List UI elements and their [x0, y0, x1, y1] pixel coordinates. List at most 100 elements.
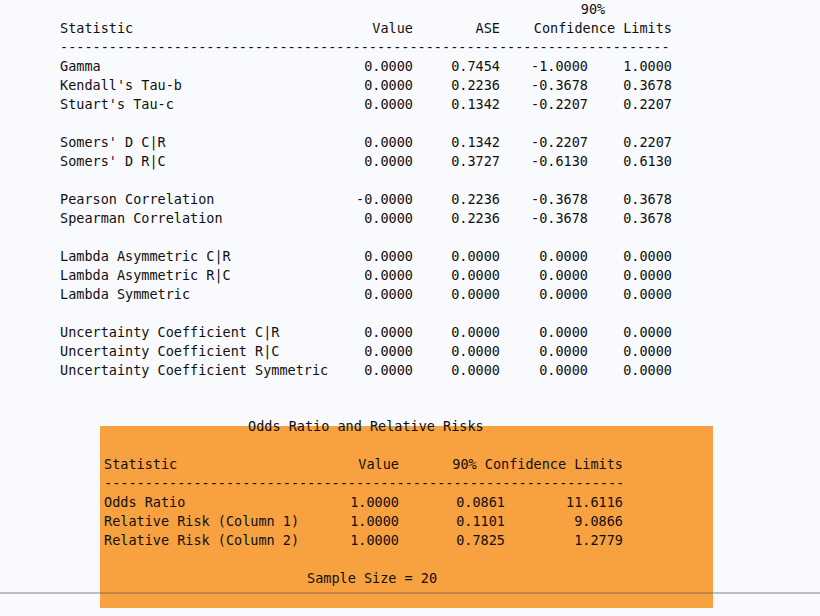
lower-confidence-limit-cell: -0.3678 — [500, 76, 588, 95]
sas-listing-output-page: 90% Statistic Value ASE Confidence Limit… — [0, 0, 820, 616]
upper-confidence-limit-cell: 0.2207 — [588, 95, 672, 114]
table-row: Kendall's Tau-b0.00000.2236-0.36780.3678 — [60, 76, 672, 95]
ase-cell: 0.0000 — [413, 247, 500, 266]
table-row: Lambda Asymmetric C|R0.00000.00000.00000… — [60, 247, 672, 266]
dashed-divider: ----------------------------------------… — [60, 38, 672, 57]
value-cell: -0.0000 — [310, 190, 413, 209]
lower-confidence-limit-cell: 0.0000 — [500, 266, 588, 285]
table-row: Somers' D C|R0.00000.1342-0.22070.2207 — [60, 133, 672, 152]
table-row: Odds Ratio1.00000.086111.6116 — [104, 493, 623, 512]
upper-confidence-limit-cell: 0.6130 — [588, 152, 672, 171]
odds-section-title: Odds Ratio and Relative Risks — [248, 417, 484, 436]
value-cell: 1.0000 — [294, 512, 399, 531]
table-row: Somers' D R|C0.00000.3727-0.61300.6130 — [60, 152, 672, 171]
value-cell: 0.0000 — [310, 95, 413, 114]
column-header-value: Value — [310, 19, 413, 38]
statistic-name-cell: Stuart's Tau-c — [60, 95, 310, 114]
ase-cell: 0.0000 — [413, 285, 500, 304]
table-header-row-90: 90% — [60, 0, 672, 19]
ase-cell: 0.1342 — [413, 133, 500, 152]
ase-cell: 0.0000 — [413, 342, 500, 361]
statistic-name-cell: Lambda Symmetric — [60, 285, 310, 304]
odds-ratio-table: Statistic Value 90% Confidence Limits --… — [104, 455, 623, 550]
lower-confidence-limit-cell: -0.3678 — [500, 209, 588, 228]
upper-confidence-limit-cell: 0.3678 — [588, 76, 672, 95]
lower-confidence-limit-cell: 0.0000 — [500, 342, 588, 361]
lower-confidence-limit-cell: -0.2207 — [500, 95, 588, 114]
divider-row: ----------------------------------------… — [60, 38, 672, 57]
value-cell: 0.0000 — [310, 57, 413, 76]
upper-confidence-limit-cell: 9.0866 — [505, 512, 623, 531]
sample-size-label: Sample Size = 20 — [307, 569, 437, 588]
statistic-name-cell: Relative Risk (Column 2) — [104, 531, 294, 550]
ase-cell: 0.2236 — [413, 76, 500, 95]
lower-confidence-limit-cell: 0.1101 — [399, 512, 505, 531]
statistic-name-cell: Odds Ratio — [104, 493, 294, 512]
upper-confidence-limit-cell: 0.2207 — [588, 133, 672, 152]
lower-confidence-limit-cell: -0.3678 — [500, 190, 588, 209]
statistic-name-cell: Kendall's Tau-b — [60, 76, 310, 95]
upper-confidence-limit-cell: 0.0000 — [588, 323, 672, 342]
column-header-statistic: Statistic — [60, 19, 310, 38]
table-row: Lambda Symmetric0.00000.00000.00000.0000 — [60, 285, 672, 304]
value-cell: 0.0000 — [310, 323, 413, 342]
value-cell: 0.0000 — [310, 342, 413, 361]
statistic-name-cell: Uncertainty Coefficient C|R — [60, 323, 310, 342]
upper-confidence-limit-cell: 0.3678 — [588, 190, 672, 209]
column-header-confidence-limits: Confidence Limits — [500, 19, 672, 38]
statistic-name-cell: Uncertainty Coefficient R|C — [60, 342, 310, 361]
statistics-rows: Gamma0.00000.7454-1.00001.0000Kendall's … — [60, 57, 672, 380]
odds-column-header-confidence-limits: 90% Confidence Limits — [399, 455, 623, 474]
statistic-name-cell: Spearman Correlation — [60, 209, 310, 228]
lower-confidence-limit-cell: 0.0000 — [500, 247, 588, 266]
upper-confidence-limit-cell: 0.0000 — [588, 342, 672, 361]
statistic-name-cell: Gamma — [60, 57, 310, 76]
upper-confidence-limit-cell: 0.3678 — [588, 209, 672, 228]
lower-confidence-limit-cell: 0.0000 — [500, 285, 588, 304]
table-row: Gamma0.00000.7454-1.00001.0000 — [60, 57, 672, 76]
value-cell: 0.0000 — [310, 247, 413, 266]
statistic-name-cell: Somers' D C|R — [60, 133, 310, 152]
table-row: Spearman Correlation0.00000.2236-0.36780… — [60, 209, 672, 228]
table-header-row: Statistic Value ASE Confidence Limits — [60, 19, 672, 38]
ase-cell: 0.0000 — [413, 323, 500, 342]
value-cell: 0.0000 — [310, 266, 413, 285]
table-row: Pearson Correlation-0.00000.2236-0.36780… — [60, 190, 672, 209]
lower-confidence-limit-cell: 0.0000 — [500, 323, 588, 342]
value-cell: 0.0000 — [310, 361, 413, 380]
value-cell: 1.0000 — [294, 493, 399, 512]
spacer-row — [60, 228, 672, 247]
ase-cell: 0.0000 — [413, 361, 500, 380]
value-cell: 0.0000 — [310, 152, 413, 171]
odds-header-row: Statistic Value 90% Confidence Limits — [104, 455, 623, 474]
value-cell: 1.0000 — [294, 531, 399, 550]
odds-rows: Odds Ratio1.00000.086111.6116Relative Ri… — [104, 493, 623, 550]
lower-confidence-limit-cell: -0.6130 — [500, 152, 588, 171]
upper-confidence-limit-cell: 0.0000 — [588, 247, 672, 266]
value-cell: 0.0000 — [310, 76, 413, 95]
upper-confidence-limit-cell: 11.6116 — [505, 493, 623, 512]
statistic-name-cell: Uncertainty Coefficient Symmetric — [60, 361, 310, 380]
odds-divider-row: ----------------------------------------… — [104, 474, 623, 493]
value-cell: 0.0000 — [310, 133, 413, 152]
lower-confidence-limit-cell: -0.2207 — [500, 133, 588, 152]
statistic-name-cell: Pearson Correlation — [60, 190, 310, 209]
table-row: Relative Risk (Column 1)1.00000.11019.08… — [104, 512, 623, 531]
table-row: Uncertainty Coefficient C|R0.00000.00000… — [60, 323, 672, 342]
upper-confidence-limit-cell: 0.0000 — [588, 361, 672, 380]
spacer-row — [60, 171, 672, 190]
spacer-row — [60, 114, 672, 133]
lower-confidence-limit-cell: 0.0861 — [399, 493, 505, 512]
dashed-divider: ----------------------------------------… — [104, 474, 623, 493]
upper-confidence-limit-cell: 0.0000 — [588, 266, 672, 285]
upper-confidence-limit-cell: 1.0000 — [588, 57, 672, 76]
statistic-name-cell: Relative Risk (Column 1) — [104, 512, 294, 531]
ase-cell: 0.3727 — [413, 152, 500, 171]
table-row: Lambda Asymmetric R|C0.00000.00000.00000… — [60, 266, 672, 285]
confidence-90-label: 90% — [500, 0, 672, 19]
lower-confidence-limit-cell: 0.7825 — [399, 531, 505, 550]
lower-confidence-limit-cell: 0.0000 — [500, 361, 588, 380]
lower-confidence-limit-cell: -1.0000 — [500, 57, 588, 76]
ase-cell: 0.7454 — [413, 57, 500, 76]
statistic-name-cell: Somers' D R|C — [60, 152, 310, 171]
